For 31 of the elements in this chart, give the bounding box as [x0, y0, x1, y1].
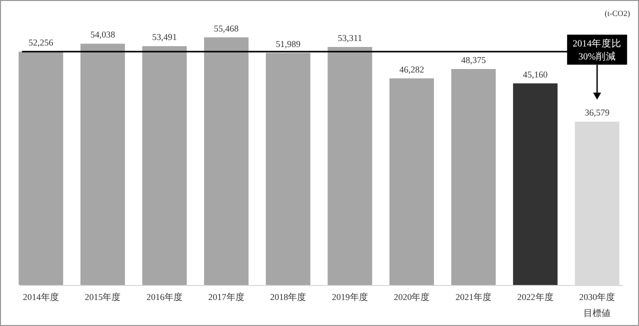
bar — [266, 52, 310, 285]
data-label: 46,282 — [399, 64, 424, 74]
x-tick-label: 2020年度 — [394, 292, 430, 302]
x-tick-label: 2014年度 — [22, 292, 59, 302]
x-tick-label: 2022年度 — [517, 292, 554, 302]
x-tick-label: 2017年度 — [208, 292, 244, 302]
data-label: 48,375 — [461, 55, 486, 66]
bar — [80, 44, 125, 285]
text: (t-CO2) — [604, 9, 630, 18]
bar — [328, 46, 372, 285]
bar — [451, 69, 496, 285]
data-label: 53,311 — [338, 32, 362, 43]
data-label: 52,256 — [28, 38, 54, 48]
x-tick-label: 2018年度 — [270, 292, 306, 302]
bar — [513, 83, 558, 285]
data-label: 51,989 — [276, 38, 301, 49]
x-tick-label: 2021年度 — [456, 292, 492, 302]
data-label: 45,160 — [522, 69, 548, 80]
data-label: 53,491 — [152, 32, 177, 42]
x-tick-label: 2015年度 — [84, 292, 121, 302]
bar — [142, 46, 187, 285]
x-tick-label: 2030年度目標値 — [579, 292, 616, 318]
annotation: 2014年度比30%削減 — [572, 38, 622, 63]
data-label: 54,038 — [90, 30, 116, 40]
bar — [204, 37, 249, 285]
data-label: 36,579 — [584, 108, 610, 118]
x-tick-label: 2019年度 — [332, 292, 368, 302]
x-tick-label: 2016年度 — [146, 292, 182, 302]
bar — [389, 78, 434, 285]
data-label: 55,468 — [214, 23, 240, 34]
bar — [18, 52, 64, 285]
